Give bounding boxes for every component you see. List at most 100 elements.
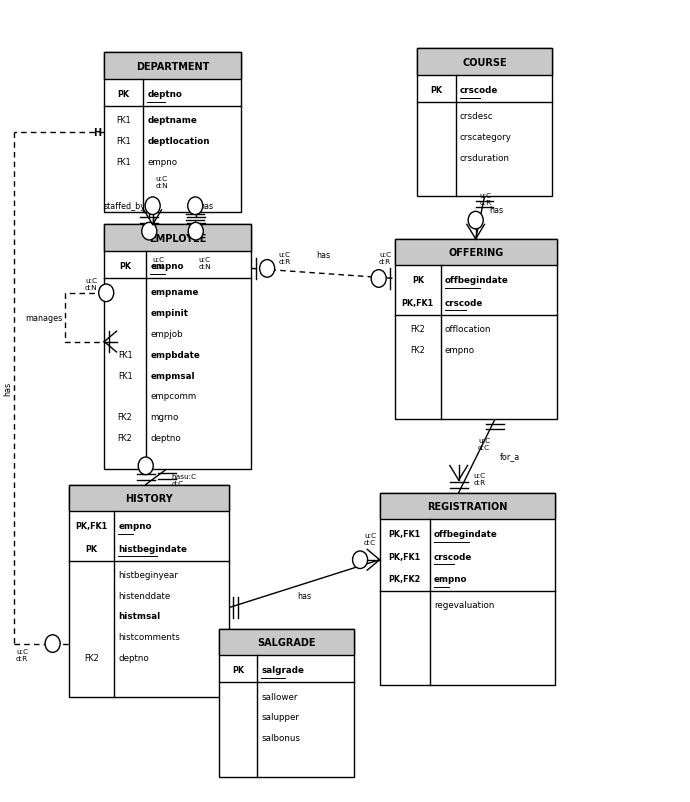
- Text: PK,FK2: PK,FK2: [388, 574, 421, 583]
- Text: PK: PK: [119, 261, 131, 271]
- Text: salbonus: salbonus: [262, 733, 300, 742]
- Text: u:C
d:N: u:C d:N: [152, 257, 165, 270]
- Text: u:C
d:R: u:C d:R: [379, 252, 391, 265]
- Bar: [380, 493, 555, 519]
- Text: FK2: FK2: [84, 654, 99, 662]
- Circle shape: [45, 635, 60, 653]
- Text: histmsal: histmsal: [119, 612, 161, 621]
- Circle shape: [468, 212, 483, 229]
- Bar: [417, 50, 552, 75]
- Text: manages: manages: [26, 314, 63, 322]
- Text: FK2: FK2: [118, 413, 132, 422]
- Text: PK: PK: [86, 544, 97, 553]
- Circle shape: [353, 551, 368, 569]
- Text: histbeginyear: histbeginyear: [119, 570, 179, 579]
- Text: crscategory: crscategory: [460, 133, 511, 142]
- Text: histenddate: histenddate: [119, 591, 170, 600]
- Text: FK2: FK2: [411, 346, 425, 354]
- Text: OFFERING: OFFERING: [448, 248, 503, 257]
- Text: deptno: deptno: [119, 654, 149, 662]
- Text: empcomm: empcomm: [150, 392, 197, 401]
- Bar: [395, 240, 557, 266]
- Text: salgrade: salgrade: [262, 666, 304, 674]
- Text: empbdate: empbdate: [150, 350, 200, 359]
- Text: PK,FK1: PK,FK1: [388, 529, 421, 538]
- Text: DEPARTMENT: DEPARTMENT: [136, 62, 209, 71]
- Bar: [104, 225, 251, 252]
- Text: empmsal: empmsal: [150, 371, 195, 380]
- Text: PK: PK: [233, 666, 244, 674]
- Text: hasu:C
d:C: hasu:C d:C: [171, 473, 197, 486]
- Text: H: H: [93, 128, 101, 138]
- Text: empno: empno: [445, 346, 475, 354]
- Bar: [68, 485, 229, 512]
- Circle shape: [371, 270, 386, 288]
- Text: empinit: empinit: [150, 309, 188, 318]
- Text: sallower: sallower: [262, 691, 298, 701]
- Text: HISTORY: HISTORY: [125, 493, 172, 503]
- Text: staffed_by: staffed_by: [104, 202, 146, 211]
- Text: FK1: FK1: [118, 371, 132, 380]
- Text: FK1: FK1: [117, 137, 131, 146]
- Text: u:C
d:R: u:C d:R: [16, 648, 28, 661]
- Text: COURSE: COURSE: [462, 58, 507, 67]
- Text: empno: empno: [434, 574, 467, 583]
- Text: for_a: for_a: [500, 452, 520, 460]
- Text: u:C
d:N: u:C d:N: [155, 176, 168, 189]
- Text: crscode: crscode: [445, 298, 483, 307]
- Circle shape: [99, 285, 114, 302]
- Bar: [104, 54, 241, 79]
- Bar: [68, 485, 229, 697]
- Text: empjob: empjob: [150, 330, 183, 338]
- Text: SALGRADE: SALGRADE: [257, 637, 315, 647]
- Bar: [395, 240, 557, 419]
- Circle shape: [138, 457, 153, 475]
- Text: u:C
d:R: u:C d:R: [474, 472, 486, 485]
- Text: crscode: crscode: [460, 86, 498, 95]
- Text: mgrno: mgrno: [150, 413, 179, 422]
- Text: deptno: deptno: [147, 90, 182, 99]
- Bar: [380, 493, 555, 685]
- Text: empno: empno: [150, 261, 184, 271]
- Bar: [417, 50, 552, 197]
- Text: offbegindate: offbegindate: [445, 276, 509, 286]
- Text: crsdesc: crsdesc: [460, 112, 493, 121]
- Text: salupper: salupper: [262, 712, 299, 722]
- Circle shape: [259, 261, 275, 277]
- Text: offlocation: offlocation: [445, 325, 491, 334]
- Bar: [104, 54, 241, 213]
- Bar: [104, 225, 251, 469]
- Text: deptlocation: deptlocation: [147, 137, 210, 146]
- Text: PK,FK1: PK,FK1: [388, 552, 421, 561]
- Text: PK: PK: [412, 276, 424, 286]
- Text: offbegindate: offbegindate: [434, 529, 497, 538]
- Bar: [219, 629, 354, 776]
- Circle shape: [141, 223, 157, 241]
- Text: u:C
d:C: u:C d:C: [478, 437, 490, 450]
- Text: u:C
d:C: u:C d:C: [364, 533, 376, 545]
- Text: has: has: [199, 202, 213, 211]
- Text: FK1: FK1: [117, 158, 131, 167]
- Text: empno: empno: [147, 158, 177, 167]
- Text: PK,FK1: PK,FK1: [75, 521, 108, 530]
- Text: deptno: deptno: [150, 434, 181, 443]
- Text: u:C
d:R: u:C d:R: [480, 193, 492, 206]
- Text: regevaluation: regevaluation: [434, 601, 494, 610]
- Text: u:C
d:N: u:C d:N: [199, 257, 211, 270]
- Text: REGISTRATION: REGISTRATION: [427, 501, 508, 511]
- Text: empname: empname: [150, 288, 199, 297]
- Text: u:C
d:R: u:C d:R: [279, 252, 290, 265]
- Text: u:C
d:N: u:C d:N: [85, 278, 97, 291]
- Text: has: has: [489, 206, 504, 215]
- Text: FK2: FK2: [118, 434, 132, 443]
- Text: has: has: [3, 382, 12, 395]
- Text: has: has: [316, 250, 330, 260]
- Circle shape: [188, 197, 203, 215]
- Text: crscode: crscode: [434, 552, 472, 561]
- Text: histbegindate: histbegindate: [119, 544, 188, 553]
- Text: deptname: deptname: [147, 116, 197, 125]
- Text: histcomments: histcomments: [119, 633, 180, 642]
- Bar: [219, 629, 354, 655]
- Text: PK: PK: [431, 86, 442, 95]
- Circle shape: [188, 223, 204, 241]
